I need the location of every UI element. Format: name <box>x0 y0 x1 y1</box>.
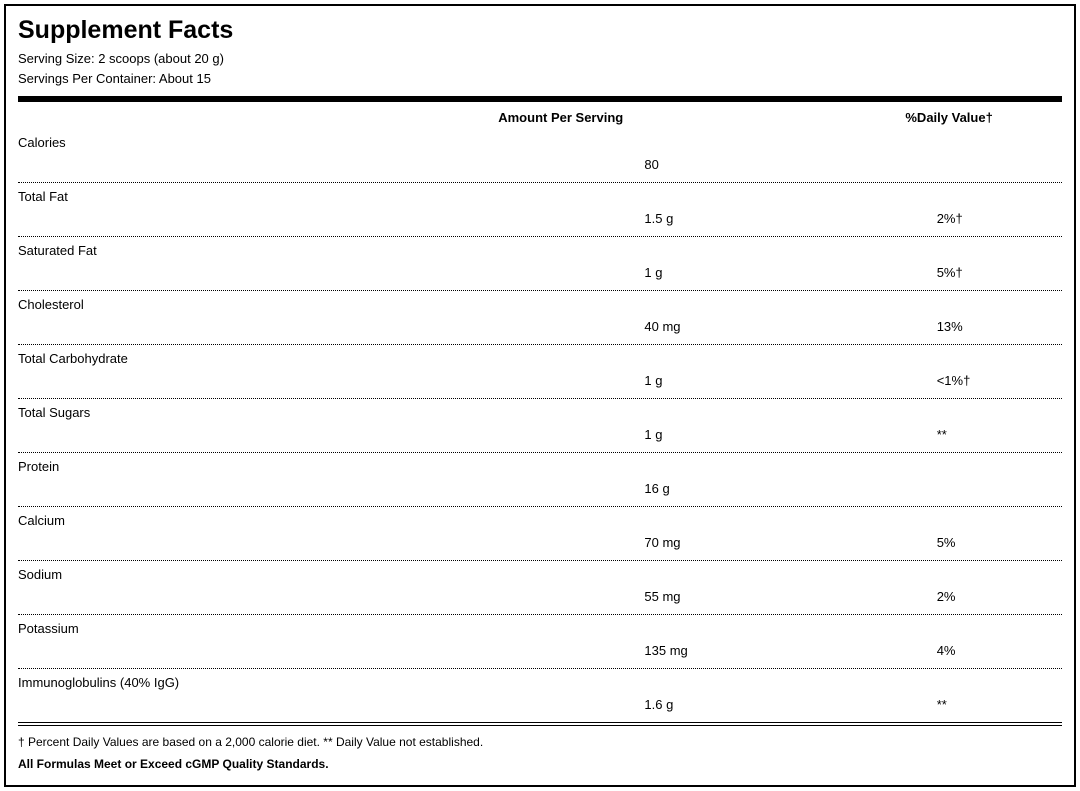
nutrient-amount: 55 mg <box>644 577 936 604</box>
footnotes: † Percent Daily Values are based on a 2,… <box>18 732 1062 775</box>
nutrient-amount: 1.6 g <box>644 685 936 712</box>
column-headers: Amount Per Serving %Daily Value† <box>18 108 1062 129</box>
nutrient-name: Total Sugars <box>18 405 644 420</box>
nutrient-name: Total Carbohydrate <box>18 351 644 366</box>
servings-per-container-line: Servings Per Container: About 15 <box>18 69 1062 89</box>
nutrient-amount: 1 g <box>644 415 936 442</box>
nutrient-row: Cholesterol 40 mg 13% <box>18 291 1062 345</box>
serving-info: Serving Size: 2 scoops (about 20 g) Serv… <box>18 49 1062 88</box>
nutrient-row: Total Sugars 1 g ** <box>18 399 1062 453</box>
nutrient-dv <box>937 153 1062 165</box>
nutrient-dv <box>937 477 1062 489</box>
header-gap <box>676 110 906 125</box>
nutrient-amount: 1.5 g <box>644 199 936 226</box>
nutrient-name: Immunoglobulins (40% IgG) <box>18 675 644 690</box>
nutrient-row: Calories 80 <box>18 129 1062 183</box>
footnote-dv: † Percent Daily Values are based on a 2,… <box>18 732 1062 754</box>
nutrient-name: Saturated Fat <box>18 243 644 258</box>
nutrient-row: Potassium 135 mg 4% <box>18 615 1062 669</box>
nutrient-dv: 5%† <box>937 253 1062 280</box>
nutrient-name: Potassium <box>18 621 644 636</box>
nutrient-name: Sodium <box>18 567 644 582</box>
nutrient-row: Sodium 55 mg 2% <box>18 561 1062 615</box>
nutrient-amount: 1 g <box>644 253 936 280</box>
nutrient-dv: ** <box>937 415 1062 442</box>
nutrient-row: Calcium 70 mg 5% <box>18 507 1062 561</box>
nutrient-amount: 135 mg <box>644 631 936 658</box>
nutrient-dv: 2%† <box>937 199 1062 226</box>
nutrient-row: Protein 16 g <box>18 453 1062 507</box>
serving-size-line: Serving Size: 2 scoops (about 20 g) <box>18 49 1062 69</box>
nutrient-row: Total Carbohydrate 1 g <1%† <box>18 345 1062 399</box>
nutrient-name: Protein <box>18 459 644 474</box>
nutrient-name: Total Fat <box>18 189 644 204</box>
nutrient-name: Calories <box>18 135 644 150</box>
nutrient-dv: 5% <box>937 523 1062 550</box>
supplement-facts-panel: Supplement Facts Serving Size: 2 scoops … <box>4 4 1076 787</box>
header-dv: %Daily Value† <box>905 110 1062 125</box>
nutrient-dv: 2% <box>937 577 1062 604</box>
nutrient-name: Cholesterol <box>18 297 644 312</box>
nutrient-amount: 40 mg <box>644 307 936 334</box>
nutrient-amount: 80 <box>644 145 936 172</box>
nutrient-row: Total Fat 1.5 g 2%† <box>18 183 1062 237</box>
nutrient-dv: <1%† <box>937 361 1062 388</box>
nutrient-dv: ** <box>937 685 1062 712</box>
nutrient-name: Calcium <box>18 513 644 528</box>
double-rule: † Percent Daily Values are based on a 2,… <box>18 722 1062 775</box>
nutrient-dv: 4% <box>937 631 1062 658</box>
double-rule-inner: † Percent Daily Values are based on a 2,… <box>18 725 1062 775</box>
nutrient-dv: 13% <box>937 307 1062 334</box>
footnote-cgmp: All Formulas Meet or Exceed cGMP Quality… <box>18 754 1062 776</box>
nutrient-row: Immunoglobulins (40% IgG) 1.6 g ** <box>18 669 1062 723</box>
nutrient-amount: 16 g <box>644 469 936 496</box>
nutrient-amount: 70 mg <box>644 523 936 550</box>
header-spacer <box>18 110 498 125</box>
thick-rule <box>18 96 1062 102</box>
header-amount: Amount Per Serving <box>498 110 675 125</box>
nutrient-row: Saturated Fat 1 g 5%† <box>18 237 1062 291</box>
nutrient-amount: 1 g <box>644 361 936 388</box>
panel-title: Supplement Facts <box>18 16 1062 45</box>
